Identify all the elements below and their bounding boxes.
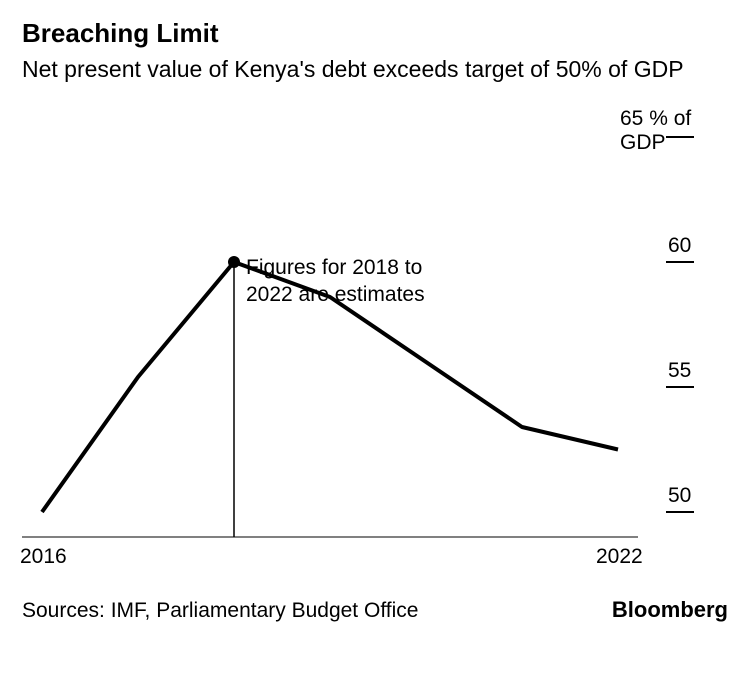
brand-label: Bloomberg [612, 597, 728, 623]
y-axis-unit-label: 65 % of GDP [620, 107, 728, 155]
chart-title: Breaching Limit [22, 18, 728, 49]
chart-annotation: Figures for 2018 to 2022 are estimates [246, 254, 446, 309]
source-text: Sources: IMF, Parliamentary Budget Offic… [22, 599, 418, 623]
y-tick-label: 50 [668, 484, 691, 508]
y-tick-label: 55 [668, 359, 691, 383]
chart-area: 65 % of GDP 50 55 60 2016 2022 Figures for 201… [22, 93, 728, 583]
chart-subtitle: Net present value of Kenya's debt exceed… [22, 55, 728, 85]
y-tick-label: 60 [668, 234, 691, 258]
x-tick-label: 2016 [20, 545, 67, 569]
x-tick-label: 2022 [596, 545, 643, 569]
line-chart-svg [22, 93, 728, 583]
